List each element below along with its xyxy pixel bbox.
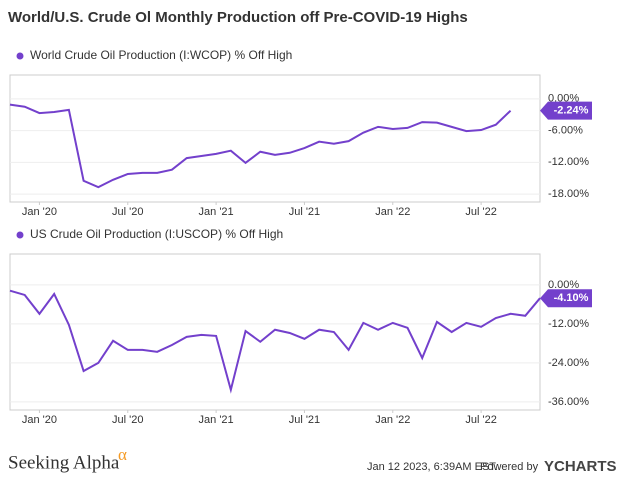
y-tick-label: 0.00% — [548, 279, 579, 291]
brand: YCHARTS — [544, 458, 617, 475]
x-tick-label: Jan '22 — [375, 414, 410, 426]
value-label: -4.10% — [554, 292, 589, 304]
x-tick-label: Jul '20 — [112, 206, 143, 218]
logo-mark: α — [118, 445, 127, 464]
legend-label: World Crude Oil Production (I:WCOP) % Of… — [30, 48, 292, 62]
series-line — [9, 289, 541, 394]
plot-frame — [9, 253, 541, 411]
legend-marker — [16, 231, 24, 239]
y-tick-label: -24.00% — [548, 357, 589, 369]
x-tick-label: Jan '21 — [199, 414, 234, 426]
y-tick-label: -6.00% — [548, 124, 583, 136]
value-badge — [540, 289, 592, 308]
logo: Seeking Alpha — [8, 452, 120, 473]
page-title: World/U.S. Crude Ol Monthly Production o… — [8, 9, 468, 26]
x-tick-label: Jan '21 — [199, 206, 234, 218]
timestamp: Jan 12 2023, 6:39AM EST. — [367, 461, 498, 473]
value-badge — [540, 101, 592, 120]
x-tick-label: Jan '20 — [22, 206, 57, 218]
x-tick-label: Jul '21 — [289, 206, 320, 218]
y-tick-label: -18.00% — [548, 188, 589, 200]
legend-marker — [16, 52, 24, 60]
y-tick-label: -36.00% — [548, 396, 589, 408]
powered-by: Powered by — [480, 461, 539, 473]
y-tick-label: -12.00% — [548, 156, 589, 168]
series-line — [9, 103, 512, 189]
value-label: -2.24% — [554, 105, 589, 117]
plot-frame — [9, 74, 541, 203]
x-tick-label: Jan '22 — [375, 206, 410, 218]
x-tick-label: Jul '22 — [465, 414, 496, 426]
x-tick-label: Jul '21 — [289, 414, 320, 426]
x-tick-label: Jul '20 — [112, 414, 143, 426]
legend-label: US Crude Oil Production (I:USCOP) % Off … — [30, 227, 283, 241]
x-tick-label: Jan '20 — [22, 414, 57, 426]
y-tick-label: -12.00% — [548, 318, 589, 330]
x-tick-label: Jul '22 — [465, 206, 496, 218]
